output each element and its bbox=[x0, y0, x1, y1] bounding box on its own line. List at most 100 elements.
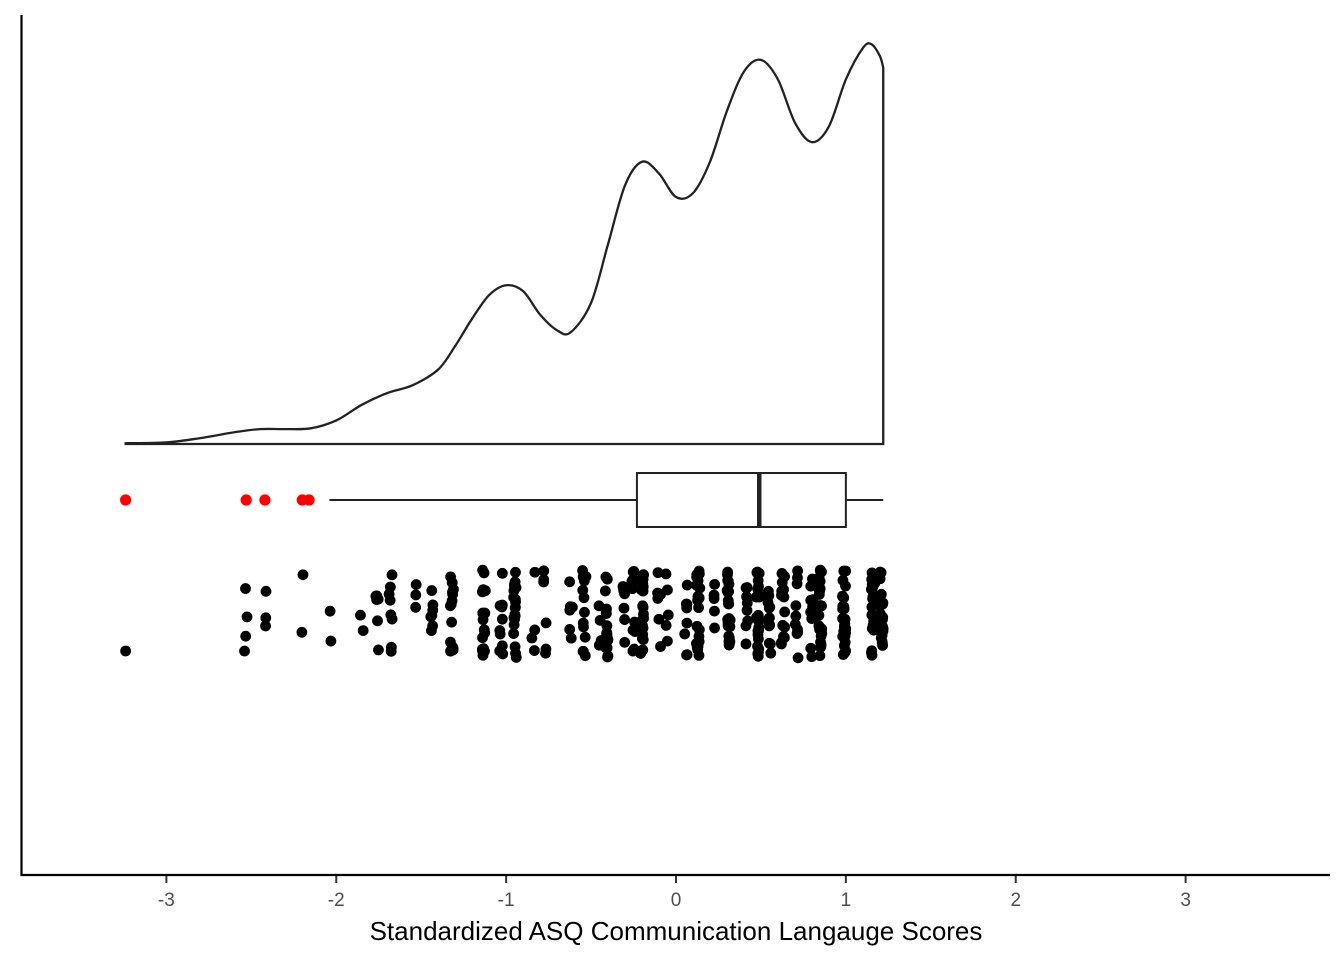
data-point bbox=[444, 600, 456, 612]
data-point bbox=[618, 602, 630, 614]
data-point bbox=[763, 619, 775, 631]
data-point bbox=[477, 584, 489, 596]
outlier-point bbox=[240, 494, 252, 506]
data-point bbox=[384, 594, 396, 606]
data-point bbox=[446, 616, 458, 628]
data-point bbox=[681, 579, 693, 591]
data-point bbox=[765, 647, 777, 659]
data-point bbox=[479, 627, 491, 639]
data-point bbox=[815, 630, 827, 642]
data-point bbox=[763, 637, 775, 649]
data-point bbox=[564, 623, 576, 635]
data-point bbox=[579, 631, 591, 643]
data-point bbox=[357, 625, 369, 636]
data-point bbox=[806, 651, 818, 663]
data-point bbox=[540, 647, 551, 659]
data-point bbox=[478, 567, 490, 579]
data-point bbox=[496, 567, 508, 579]
data-point bbox=[791, 628, 803, 639]
data-point bbox=[753, 622, 765, 633]
data-point bbox=[637, 578, 649, 590]
data-point bbox=[260, 585, 272, 597]
data-point bbox=[508, 612, 520, 624]
data-point bbox=[814, 650, 826, 662]
data-point bbox=[297, 569, 309, 581]
axes bbox=[20, 15, 1330, 877]
data-point bbox=[662, 609, 674, 621]
data-point bbox=[838, 565, 850, 577]
data-point bbox=[564, 601, 576, 613]
data-point bbox=[813, 572, 825, 584]
data-point bbox=[753, 591, 765, 603]
data-point bbox=[601, 573, 613, 585]
data-point bbox=[477, 614, 489, 626]
data-point bbox=[778, 591, 790, 603]
data-point bbox=[693, 649, 705, 661]
data-point bbox=[679, 628, 691, 640]
data-point bbox=[722, 595, 734, 606]
data-point bbox=[602, 650, 614, 662]
data-point bbox=[599, 585, 611, 597]
data-point bbox=[540, 617, 552, 629]
data-point bbox=[579, 606, 590, 618]
x-tick-label: 0 bbox=[671, 890, 682, 911]
boxplot bbox=[120, 472, 884, 528]
x-ticks: -3 -2 -1 0 1 2 3 bbox=[158, 876, 1191, 911]
data-point bbox=[813, 589, 825, 600]
data-point bbox=[564, 576, 576, 588]
data-point bbox=[751, 566, 763, 578]
data-point bbox=[577, 645, 589, 657]
data-point bbox=[529, 624, 541, 636]
data-point bbox=[260, 620, 271, 632]
data-point bbox=[565, 632, 577, 644]
data-point bbox=[660, 619, 672, 631]
data-point bbox=[410, 589, 422, 601]
data-point bbox=[508, 585, 520, 597]
data-point bbox=[239, 645, 250, 657]
data-point bbox=[779, 606, 791, 618]
data-point bbox=[260, 612, 272, 624]
data-point bbox=[779, 632, 790, 644]
data-point bbox=[240, 583, 251, 594]
outlier-point bbox=[259, 494, 271, 506]
data-point bbox=[693, 636, 705, 647]
data-point bbox=[385, 645, 397, 657]
data-point bbox=[120, 645, 132, 657]
data-point bbox=[509, 602, 521, 614]
data-point bbox=[691, 579, 702, 591]
outlier-point bbox=[303, 494, 315, 506]
x-tick-label: 1 bbox=[841, 890, 852, 911]
data-point bbox=[324, 605, 336, 617]
data-point bbox=[426, 585, 438, 596]
data-point bbox=[240, 630, 252, 642]
data-point bbox=[386, 569, 398, 581]
data-point bbox=[866, 567, 878, 579]
data-point bbox=[792, 652, 804, 664]
data-point bbox=[510, 566, 521, 578]
data-point bbox=[790, 610, 802, 622]
data-point bbox=[618, 584, 630, 596]
data-point bbox=[497, 648, 509, 660]
data-point bbox=[494, 628, 506, 640]
data-point bbox=[866, 645, 878, 657]
data-point bbox=[709, 605, 720, 617]
data-point bbox=[741, 582, 753, 593]
outlier-point bbox=[120, 494, 132, 506]
data-point bbox=[529, 566, 541, 578]
x-tick-label: -2 bbox=[328, 890, 345, 911]
data-point bbox=[877, 614, 888, 625]
data-point bbox=[494, 600, 506, 612]
data-point bbox=[681, 617, 693, 629]
data-point bbox=[325, 635, 337, 647]
x-tick-label: -1 bbox=[498, 890, 515, 911]
data-point bbox=[410, 579, 422, 590]
data-point bbox=[837, 574, 849, 586]
data-point bbox=[628, 566, 640, 577]
data-point bbox=[427, 599, 439, 611]
data-point bbox=[741, 604, 753, 616]
data-point bbox=[410, 601, 422, 613]
data-point bbox=[661, 635, 673, 647]
data-point bbox=[692, 590, 704, 602]
data-point bbox=[741, 591, 752, 603]
data-point bbox=[529, 645, 540, 656]
